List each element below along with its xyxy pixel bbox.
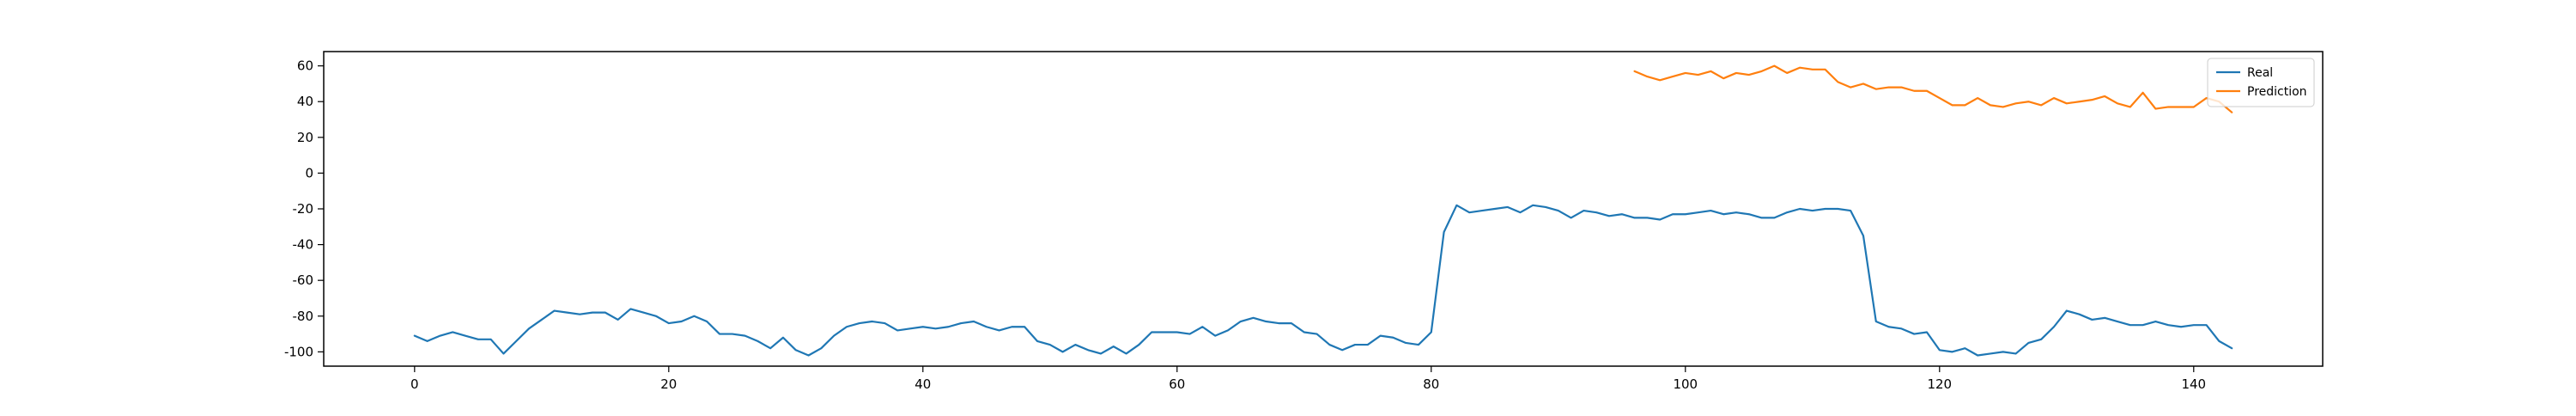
series-layer (413, 64, 2233, 357)
y-axis: -100 -80 -60 -40 -20 0 20 40 60 (284, 58, 324, 359)
series-line-prediction (1633, 64, 2233, 113)
y-tick-label: -20 (293, 201, 314, 217)
axes-frame (323, 51, 2324, 367)
legend-label: Prediction (2247, 85, 2307, 99)
x-axis: 0 20 40 60 80 100 120 140 (410, 366, 2206, 392)
y-tick-label: 40 (297, 94, 313, 109)
legend: Real Prediction (2207, 58, 2315, 107)
y-tick-label: 20 (297, 130, 313, 145)
y-tick-label: -40 (293, 237, 314, 253)
x-tick-label: 0 (410, 376, 419, 392)
legend-label: Real (2247, 66, 2273, 80)
y-tick-label: 60 (297, 58, 313, 74)
x-tick-label: 120 (1927, 376, 1952, 392)
y-tick-label: 0 (305, 165, 313, 180)
y-tick-label: -60 (293, 272, 314, 288)
x-tick-label: 80 (1423, 376, 1439, 392)
y-tick-label: -100 (284, 344, 313, 359)
x-tick-label: 100 (1673, 376, 1698, 392)
series-line-real (413, 204, 2233, 357)
plot-area (323, 51, 2324, 367)
x-tick-label: 140 (2181, 376, 2206, 392)
legend-box (2207, 58, 2315, 107)
x-tick-label: 20 (660, 376, 677, 392)
y-tick-label: -80 (293, 309, 314, 324)
x-tick-label: 40 (914, 376, 931, 392)
x-tick-label: 60 (1169, 376, 1185, 392)
